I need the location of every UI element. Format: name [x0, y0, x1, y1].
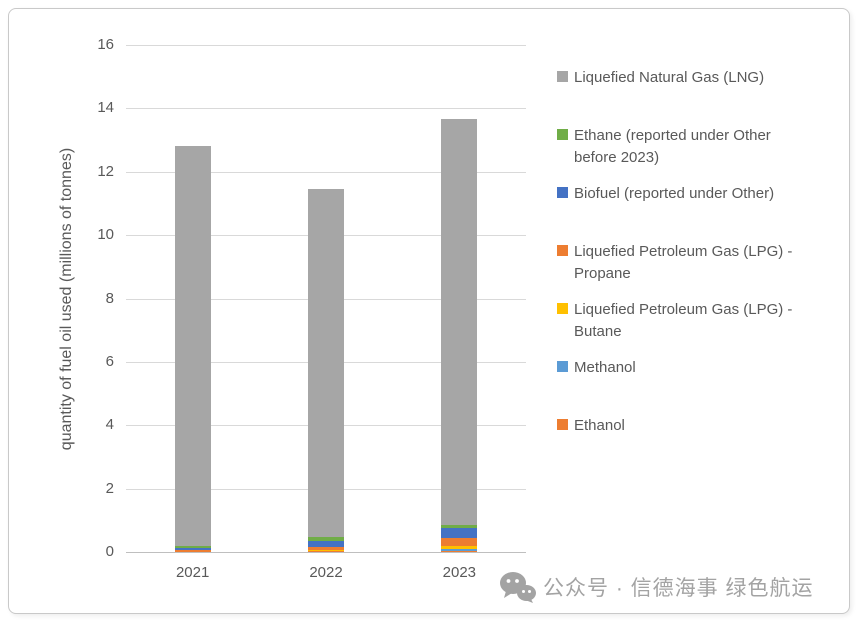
legend-swatch [557, 245, 568, 256]
bar-segment-2022-liquefied-natural-gas-lng- [308, 189, 344, 538]
y-tick-12: 12 [97, 162, 114, 180]
bar-segment-2023-liquefied-petroleum-gas-lpg-butane [441, 545, 478, 550]
y-tick-8: 8 [105, 289, 114, 307]
bar-segment-2023-liquefied-petroleum-gas-lpg-propane [441, 537, 478, 546]
legend-item-methanol: Methanol [557, 357, 814, 379]
legend-swatch [557, 71, 568, 82]
wechat-icon [500, 572, 536, 603]
bar-segment-2023-liquefied-natural-gas-lng- [441, 119, 478, 526]
y-tick-10: 10 [97, 226, 114, 244]
legend-label: Liquefied Petroleum Gas (LPG) - Propane [574, 243, 793, 282]
watermark-text: 公众号 · 信德海事 绿色航运 [543, 577, 814, 600]
legend-item-biofuel-reported-under-other-: Biofuel (reported under Other) [557, 183, 814, 205]
watermark: 公众号 · 信德海事 绿色航运 [499, 571, 814, 603]
legend-item-ethane-reported-under-other-before-2023-: Ethane (reported under Other before 2023… [557, 125, 814, 169]
legend-label: Biofuel (reported under Other) [574, 185, 775, 202]
bar-segment-2022-liquefied-petroleum-gas-lpg-propane [308, 546, 344, 550]
legend-item-ethanol: Ethanol [557, 415, 814, 437]
y-tick-14: 14 [97, 99, 114, 117]
legend-swatch [557, 187, 568, 198]
y-tick-0: 0 [105, 543, 114, 560]
legend-item-liquefied-petroleum-gas-lpg-propane: Liquefied Petroleum Gas (LPG) - Propane [557, 241, 814, 285]
bar-segment-2021-biofuel-reported-under-other- [174, 547, 211, 550]
bar-segment-2022-ethanol [308, 550, 344, 552]
bar-segment-2023-ethane-reported-under-other-before-2023- [441, 525, 478, 528]
bar-segment-2022-ethane-reported-under-other-before-2023- [308, 537, 344, 541]
legend-label: Liquefied Petroleum Gas (LPG) - Butane [574, 301, 793, 340]
bar-segment-2021-ethane-reported-under-other-before-2023- [174, 545, 211, 548]
y-tick-6: 6 [105, 352, 114, 370]
gridline-12 [126, 171, 526, 173]
chart-card: quantity of fuel oil used (millions of t… [8, 8, 850, 614]
gridline-14 [126, 108, 526, 110]
bar-segment-2023-ethanol [441, 551, 478, 553]
bar-segment-2022-liquefied-petroleum-gas-lpg-butane [308, 549, 344, 551]
bar-segment-2022-biofuel-reported-under-other- [308, 540, 344, 547]
y-tick-2: 2 [105, 479, 114, 497]
gridline-16 [126, 45, 526, 46]
bar-segment-2021-liquefied-natural-gas-lng- [174, 146, 211, 546]
bar-segment-2021-ethanol [174, 551, 211, 553]
bar-segment-2023-biofuel-reported-under-other- [441, 527, 478, 538]
legend-item-liquefied-natural-gas-lng-: Liquefied Natural Gas (LNG) [557, 67, 814, 89]
y-tick-16: 16 [97, 36, 114, 53]
legend-item-liquefied-petroleum-gas-lpg-butane: Liquefied Petroleum Gas (LPG) - Butane [557, 299, 814, 343]
bar-segment-2021-liquefied-petroleum-gas-lpg-propane [174, 549, 211, 552]
legend-label: Methanol [574, 359, 636, 376]
legend-label: Liquefied Natural Gas (LNG) [574, 69, 765, 86]
legend-swatch [557, 419, 568, 430]
legend-label: Ethanol [574, 417, 625, 434]
legend-swatch [557, 361, 568, 372]
legend-label: Ethane (reported under Other before 2023… [574, 127, 771, 166]
x-label-2023: 2023 [442, 564, 477, 581]
legend-swatch [557, 303, 568, 314]
gridline-0 [126, 552, 526, 553]
bar-segment-2023-methanol [441, 549, 478, 552]
y-tick-4: 4 [105, 416, 114, 434]
legend-swatch [557, 129, 568, 140]
x-label-2021: 2021 [175, 564, 210, 581]
x-label-2022: 2022 [309, 564, 343, 581]
